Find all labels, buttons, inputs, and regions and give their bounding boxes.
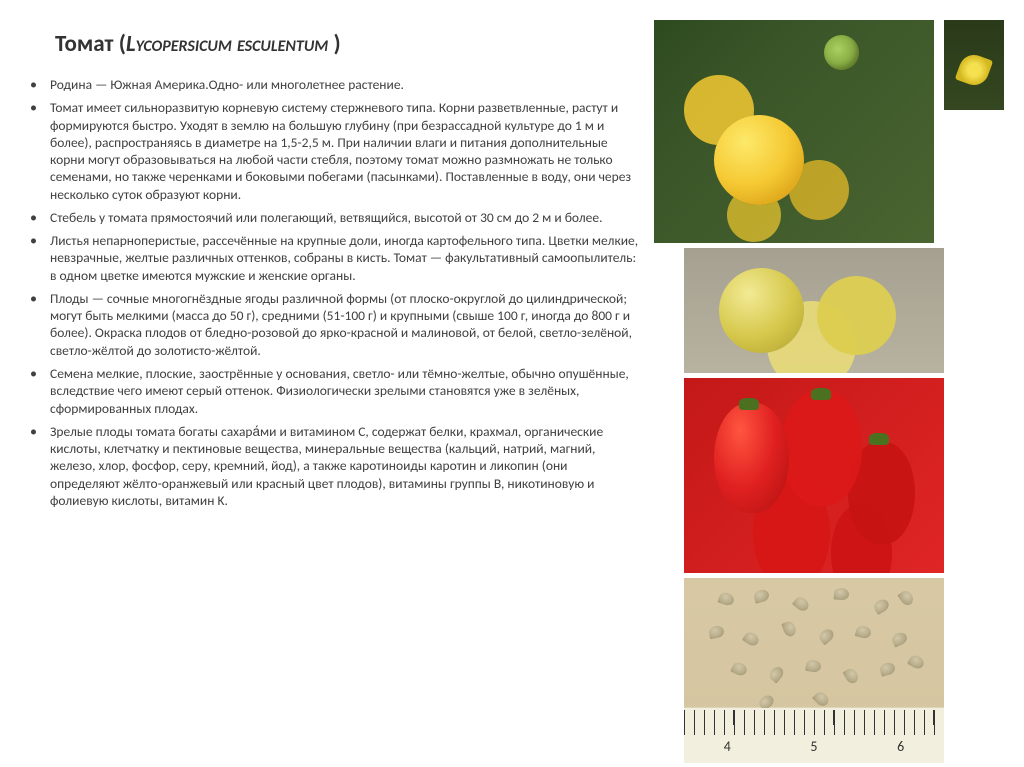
seed: [834, 587, 850, 600]
seed: [907, 653, 926, 671]
text-column: Томат (Lycopersicum esculentum ) Родина …: [20, 30, 640, 515]
image-tomato-flower: [944, 20, 1004, 110]
seed: [753, 588, 771, 603]
ruler-number: 4: [724, 738, 731, 755]
seed: [897, 588, 915, 607]
image-yellow-tomatoes: [684, 248, 944, 373]
ruler-number: 6: [897, 738, 904, 755]
slide-title: Томат (Lycopersicum esculentum ): [55, 30, 640, 58]
seed: [805, 659, 822, 673]
seed: [817, 627, 836, 646]
ruler-ticks: [684, 710, 944, 735]
title-main: Томат (: [55, 30, 126, 58]
bullet-item: Зрелые плоды томата богаты сахара́ми и в…: [20, 423, 640, 509]
bullet-item: Стебель у томата прямостоячий или полега…: [20, 209, 640, 226]
seed: [843, 667, 861, 686]
seed: [792, 595, 811, 614]
ruler-numbers: 4 5 6: [684, 738, 944, 755]
title-latin: Lycopersicum esculentum: [126, 30, 328, 58]
bullet-item: Родина — Южная Америка.Одно- или многоле…: [20, 76, 640, 93]
image-yellow-tomatoes-vine: [654, 20, 934, 243]
seed: [767, 664, 786, 683]
image-red-roma-tomatoes: [684, 378, 944, 573]
seed: [872, 597, 891, 615]
seed: [890, 630, 909, 647]
image-seeds-ruler: 4 5 6: [684, 578, 944, 763]
bullet-item: Томат имеет сильноразвитую корневую сист…: [20, 99, 640, 203]
seed: [717, 591, 735, 607]
bullet-item: Листья непарноперистые, рассечённые на к…: [20, 232, 640, 284]
seed: [730, 660, 749, 677]
seed: [855, 624, 873, 639]
ruler-number: 5: [810, 738, 817, 755]
seed: [781, 620, 797, 638]
seed: [708, 625, 725, 639]
seeds-scatter: [684, 578, 944, 708]
seed: [879, 661, 897, 676]
bullet-item: Плоды — сочные многогнёздные ягоды разли…: [20, 290, 640, 359]
seed: [742, 630, 761, 648]
seed: [812, 689, 831, 708]
title-end: ): [328, 30, 340, 58]
ruler: 4 5 6: [684, 708, 944, 763]
bullet-list: Родина — Южная Америка.Одно- или многоле…: [20, 76, 640, 509]
slide: Томат (Lycopersicum esculentum ) Родина …: [0, 0, 1024, 767]
bullet-item: Семена мелкие, плоские, заострённые у ос…: [20, 365, 640, 417]
